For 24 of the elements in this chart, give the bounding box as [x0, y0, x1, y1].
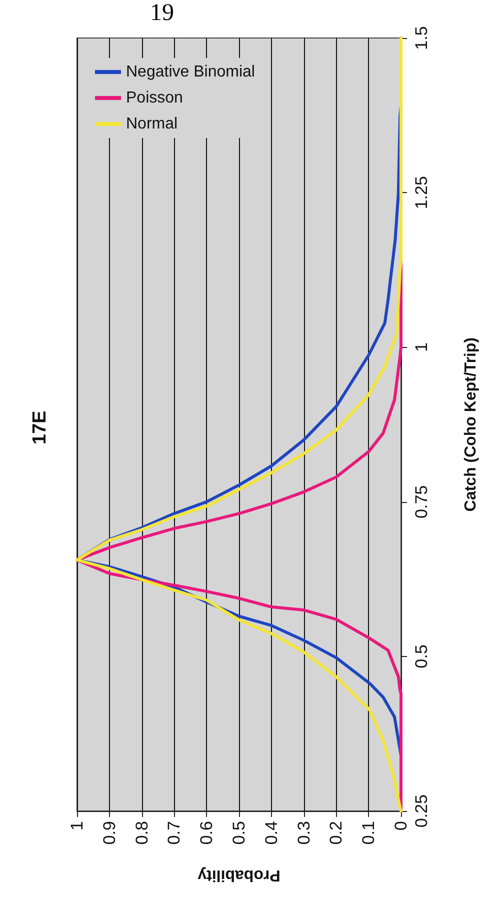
text: 17E — [30, 410, 50, 444]
y-tick-label: 1 — [412, 342, 431, 352]
x-tick-label: 0.6 — [197, 821, 216, 845]
y-tick-label: 0.25 — [412, 794, 431, 828]
legend-label: Poisson — [126, 90, 183, 106]
y-axis-title: Catch (Coho Kept/Trip) — [462, 337, 480, 512]
x-tick-label: 0.1 — [359, 821, 378, 845]
x-tick-label: 0 — [392, 821, 410, 830]
text: 19 — [150, 0, 174, 27]
x-tick-label: 0.5 — [230, 821, 248, 845]
x-tick-label: 0.2 — [326, 821, 346, 845]
legend-label: Normal — [126, 116, 178, 132]
legend-label: Negative Binomial — [126, 64, 255, 80]
x-axis-title: Probability — [198, 866, 280, 884]
x-tick-label: 0.3 — [294, 821, 314, 845]
x-tick-label: 1 — [68, 821, 86, 830]
x-tick-label: 0.4 — [262, 821, 281, 845]
y-tick-label: 0.5 — [412, 644, 431, 668]
x-tick-label: 0.9 — [100, 821, 119, 845]
x-tick-label: 0.8 — [132, 821, 152, 845]
y-tick-label: 0.75 — [412, 485, 431, 518]
y-tick-label: 1.5 — [412, 26, 431, 50]
y-tick-label: 1.25 — [412, 176, 431, 210]
x-tick-label: 0.7 — [164, 821, 184, 845]
